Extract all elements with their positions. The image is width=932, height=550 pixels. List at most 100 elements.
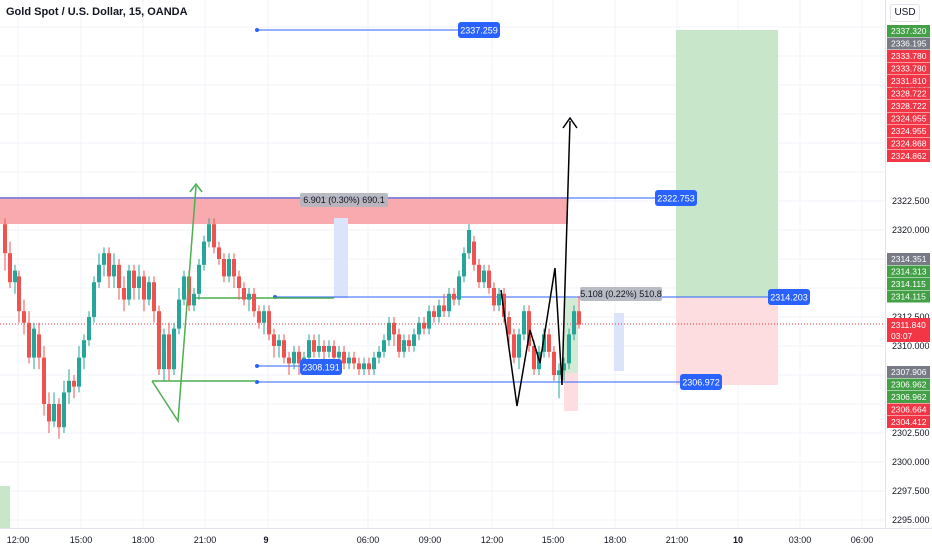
bear-candle[interactable] — [167, 334, 171, 370]
bull-candle[interactable] — [372, 357, 376, 370]
bull-candle[interactable] — [482, 270, 486, 283]
bear-candle[interactable] — [487, 270, 491, 288]
bull-candle[interactable] — [327, 346, 331, 352]
bear-candle[interactable] — [492, 288, 496, 306]
bear-candle[interactable] — [547, 334, 551, 352]
bear-candle[interactable] — [47, 404, 51, 422]
bear-candle[interactable] — [312, 340, 316, 352]
bull-candle[interactable] — [202, 241, 206, 265]
bear-candle[interactable] — [232, 259, 236, 277]
bear-candle[interactable] — [212, 224, 216, 248]
bull-candle[interactable] — [557, 370, 561, 375]
bull-candle[interactable] — [62, 392, 66, 428]
bull-candle[interactable] — [427, 311, 431, 329]
bull-candle[interactable] — [32, 328, 36, 358]
bull-candle[interactable] — [182, 276, 186, 300]
bear-candle[interactable] — [552, 351, 556, 375]
bull-candle[interactable] — [92, 282, 96, 317]
bear-candle[interactable] — [142, 276, 146, 300]
bear-candle[interactable] — [432, 311, 436, 317]
bull-candle[interactable] — [412, 334, 416, 346]
bull-candle[interactable] — [207, 224, 211, 242]
bull-candle[interactable] — [292, 351, 296, 364]
bull-candle[interactable] — [227, 259, 231, 277]
bull-candle[interactable] — [437, 305, 441, 317]
bear-candle[interactable] — [57, 404, 61, 428]
bull-candle[interactable] — [67, 380, 71, 393]
bull-candle[interactable] — [337, 351, 341, 358]
bull-candle[interactable] — [317, 346, 321, 352]
bull-candle[interactable] — [567, 334, 571, 364]
bull-candle[interactable] — [77, 357, 81, 387]
bear-candle[interactable] — [257, 311, 261, 323]
bull-candle[interactable] — [387, 322, 391, 341]
bull-candle[interactable] — [447, 293, 451, 312]
bull-candle[interactable] — [497, 293, 501, 306]
bear-candle[interactable] — [237, 276, 241, 288]
bear-candle[interactable] — [532, 346, 536, 370]
bull-candle[interactable] — [192, 293, 196, 306]
bull-candle[interactable] — [382, 340, 386, 352]
bear-candle[interactable] — [3, 224, 7, 254]
bear-candle[interactable] — [8, 253, 12, 283]
level-price-label[interactable] — [458, 22, 500, 38]
bull-candle[interactable] — [87, 317, 91, 341]
bear-candle[interactable] — [352, 357, 356, 364]
bear-candle[interactable] — [132, 270, 136, 288]
bull-candle[interactable] — [147, 282, 151, 300]
bull-candle[interactable] — [13, 270, 17, 283]
bear-candle[interactable] — [297, 351, 301, 364]
bear-candle[interactable] — [22, 311, 26, 323]
green-zigzag-path[interactable] — [151, 185, 197, 424]
bear-candle[interactable] — [117, 264, 121, 288]
bear-candle[interactable] — [472, 241, 476, 265]
bear-candle[interactable] — [72, 380, 76, 387]
bull-candle[interactable] — [362, 363, 366, 370]
bear-candle[interactable] — [502, 293, 506, 317]
bear-candle[interactable] — [282, 340, 286, 358]
bear-candle[interactable] — [152, 282, 156, 312]
bear-candle[interactable] — [527, 311, 531, 346]
bull-candle[interactable] — [517, 334, 521, 358]
level-price-label[interactable] — [680, 374, 722, 390]
bull-candle[interactable] — [277, 340, 281, 346]
currency-selector[interactable]: USD — [890, 4, 920, 22]
level-price-label[interactable] — [768, 289, 810, 305]
bull-candle[interactable] — [402, 340, 406, 352]
bull-candle[interactable] — [542, 334, 546, 352]
bear-candle[interactable] — [507, 317, 511, 335]
bear-candle[interactable] — [392, 322, 396, 335]
bull-candle[interactable] — [522, 311, 526, 335]
bear-candle[interactable] — [477, 264, 481, 283]
bear-candle[interactable] — [397, 334, 401, 352]
bear-candle[interactable] — [577, 311, 581, 325]
bear-candle[interactable] — [222, 259, 226, 277]
bull-candle[interactable] — [97, 264, 101, 283]
bear-candle[interactable] — [287, 357, 291, 364]
bear-candle[interactable] — [422, 322, 426, 329]
bull-candle[interactable] — [347, 357, 351, 364]
take-profit-zone[interactable] — [676, 30, 778, 297]
bull-candle[interactable] — [462, 253, 466, 277]
bull-candle[interactable] — [102, 253, 106, 265]
bull-candle[interactable] — [457, 276, 461, 300]
bear-candle[interactable] — [452, 293, 456, 300]
bear-candle[interactable] — [322, 346, 326, 352]
bear-candle[interactable] — [252, 293, 256, 312]
bear-candle[interactable] — [342, 351, 346, 364]
stop-loss-zone[interactable] — [676, 297, 778, 385]
bull-candle[interactable] — [172, 328, 176, 370]
bull-candle[interactable] — [562, 363, 566, 371]
bull-candle[interactable] — [52, 404, 56, 422]
bear-candle[interactable] — [512, 334, 516, 358]
bull-candle[interactable] — [417, 322, 421, 335]
bull-candle[interactable] — [467, 230, 471, 254]
bear-candle[interactable] — [272, 334, 276, 346]
bear-candle[interactable] — [217, 247, 221, 259]
bull-candle[interactable] — [127, 270, 131, 300]
bull-candle[interactable] — [572, 311, 576, 335]
supply-zone-rect[interactable] — [0, 197, 568, 224]
bear-candle[interactable] — [357, 363, 361, 370]
bear-candle[interactable] — [37, 334, 41, 358]
bear-candle[interactable] — [332, 346, 336, 358]
